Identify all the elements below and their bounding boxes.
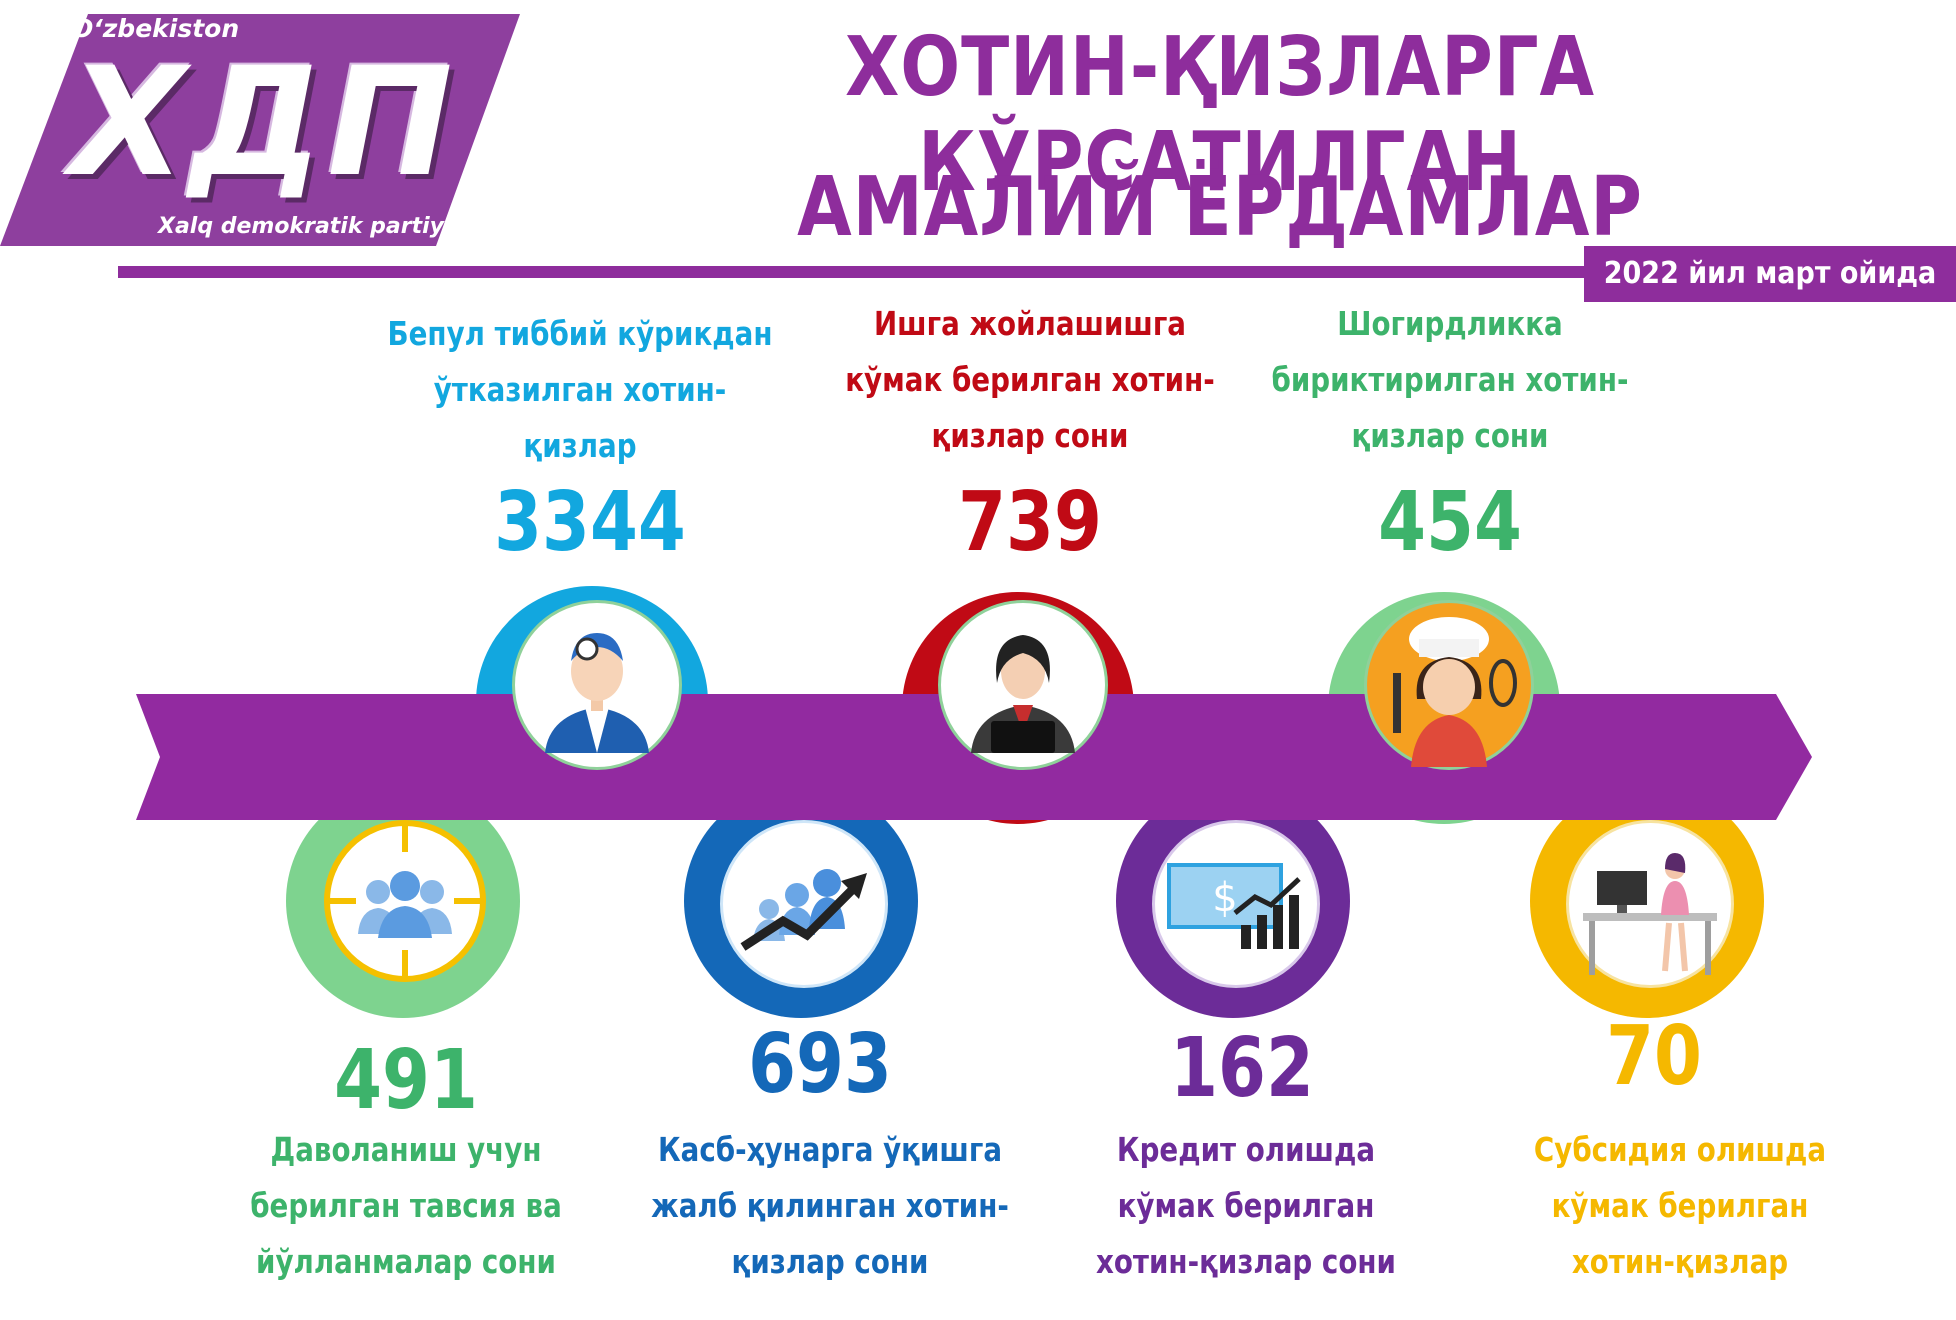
caption-line: Даволаниш учун	[270, 1130, 542, 1169]
caption-apprentice: Шогирдликка бириктирилган хотин- қизлар …	[1248, 296, 1651, 464]
caption-line: қизлар сони	[731, 1242, 929, 1281]
caption-employment: Ишга жойлашишга кўмак берилган хотин- қи…	[828, 296, 1231, 464]
caption-line: Ишга жойлашишга	[873, 304, 1187, 343]
target-people-icon	[324, 820, 486, 982]
caption-line: қизлар сони	[931, 416, 1129, 455]
caption-medical: Бепул тиббий кўрикдан ўтказилган хотин- …	[378, 306, 781, 474]
logo-party-name: Xalq demokratik partiyasi	[158, 214, 480, 239]
caption-line: кўмак берилган	[1551, 1186, 1809, 1225]
title-divider	[118, 266, 1956, 278]
caption-line: хотин-қизлар сони	[1096, 1242, 1396, 1281]
caption-credit: Кредит олишда кўмак берилган хотин-қизла…	[1044, 1122, 1447, 1290]
caption-line: йўлланмалар сони	[256, 1242, 556, 1281]
value-treatment: 491	[334, 1033, 478, 1128]
value-medical: 3344	[494, 475, 686, 570]
page-title-line-2: АМАЛИЙ ЁРДАМЛАР	[797, 160, 1643, 255]
caption-line: берилган тавсия ва	[250, 1186, 562, 1225]
businesswoman-icon	[938, 600, 1108, 770]
value-credit: 162	[1170, 1021, 1314, 1116]
value-vocational: 693	[748, 1017, 892, 1112]
caption-line: Бепул тиббий кўрикдан	[387, 314, 773, 353]
caption-subsidy: Субсидия олишда кўмак берилган хотин-қиз…	[1478, 1122, 1881, 1290]
value-employment: 739	[958, 475, 1102, 570]
svg-text:$: $	[1212, 875, 1237, 921]
caption-line: Субсидия олишда	[1533, 1130, 1827, 1169]
caption-line: жалб қилинган хотин-	[651, 1186, 1009, 1225]
growth-people-icon	[720, 820, 888, 988]
value-subsidy: 70	[1606, 1009, 1702, 1104]
caption-line: бириктирилган хотин-	[1271, 360, 1629, 399]
caption-line: кўмак берилган	[1117, 1186, 1375, 1225]
value-apprentice: 454	[1378, 475, 1522, 570]
caption-line: ўтказилган хотин- қизлар	[433, 370, 727, 465]
logo-abbreviation: ХДП	[70, 36, 457, 210]
caption-line: Касб-ҳунарга ўқишга	[657, 1130, 1003, 1169]
page-title-line-1: ХОТИН-ҚИЗЛАРГА КЎРСАТИЛГАН	[845, 20, 1595, 210]
doctor-icon	[512, 600, 682, 770]
caption-line: хотин-қизлар	[1571, 1242, 1789, 1281]
chef-woman-icon	[1364, 600, 1534, 770]
caption-line: Кредит олишда	[1116, 1130, 1376, 1169]
date-badge: 2022 йил март ойида	[1584, 246, 1956, 302]
caption-line: қизлар сони	[1351, 416, 1549, 455]
caption-treatment: Даволаниш учун берилган тавсия ва йўллан…	[204, 1122, 607, 1290]
caption-line: Шогирдликка	[1337, 304, 1563, 343]
caption-vocational: Касб-ҳунарга ўқишга жалб қилинган хотин-…	[628, 1122, 1031, 1290]
money-chart-icon: $	[1152, 820, 1320, 988]
woman-desk-icon	[1566, 820, 1734, 988]
caption-line: кўмак берилган хотин-	[845, 360, 1215, 399]
party-logo	[0, 14, 520, 246]
logo-country-text: O‘zbekiston	[72, 14, 240, 43]
